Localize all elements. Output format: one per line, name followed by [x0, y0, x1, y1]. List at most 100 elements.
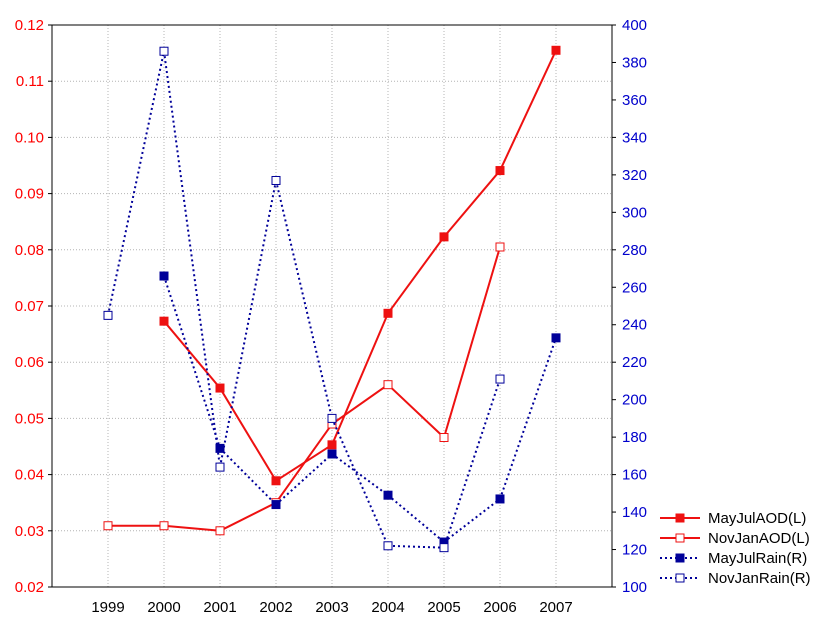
- data-point: [495, 374, 505, 384]
- data-point: [495, 166, 505, 176]
- series-layer: [103, 45, 561, 553]
- right-tick-label: 220: [622, 354, 647, 371]
- legend-label: MayJulRain(R): [708, 550, 807, 567]
- data-point: [103, 310, 113, 320]
- series-line-segment: [443, 498, 501, 543]
- left-tick-label: 0.05: [15, 410, 44, 427]
- series-line-segment: [219, 180, 277, 468]
- data-point: [383, 380, 393, 390]
- data-point: [327, 449, 337, 459]
- right-tick-label: 280: [622, 242, 647, 259]
- right-tick-label: 320: [622, 167, 647, 184]
- series-line-segment: [219, 447, 277, 506]
- data-point: [215, 526, 225, 536]
- left-tick-label: 0.11: [16, 73, 44, 90]
- data-point: [327, 440, 337, 450]
- data-point: [383, 308, 393, 318]
- series-line-segment: [163, 51, 221, 468]
- left-tick-label: 0.10: [15, 129, 44, 146]
- right-tick-label: 400: [622, 17, 647, 34]
- left-tick-label: 0.08: [15, 242, 44, 259]
- right-tick-label: 180: [622, 429, 647, 446]
- data-point: [271, 175, 281, 185]
- left-tick-label: 0.04: [15, 467, 44, 484]
- data-point: [439, 543, 449, 553]
- series-line-segment: [331, 453, 389, 497]
- data-point: [495, 242, 505, 252]
- data-point: [495, 494, 505, 504]
- right-tick-label: 380: [622, 54, 647, 71]
- data-point: [159, 521, 169, 531]
- data-point: [271, 500, 281, 510]
- x-tick-label: 2003: [315, 599, 348, 616]
- legend-marker: [675, 513, 685, 523]
- data-point: [271, 476, 281, 486]
- data-point: [215, 383, 225, 393]
- data-point: [103, 521, 113, 531]
- x-tick-label: 1999: [91, 599, 124, 616]
- data-point: [551, 333, 561, 343]
- series-line-segment: [443, 378, 501, 548]
- right-tick-label: 300: [622, 204, 647, 221]
- data-point: [159, 46, 169, 56]
- legend-marker: [675, 553, 685, 563]
- x-tick-label: 2002: [259, 599, 292, 616]
- legend-item: MayJulAOD(L): [660, 510, 806, 527]
- data-point: [215, 462, 225, 472]
- series-novjanrain-r: [103, 46, 505, 553]
- right-tick-label: 360: [622, 92, 647, 109]
- right-tick-label: 200: [622, 392, 647, 409]
- left-tick-label: 0.12: [15, 17, 44, 34]
- series-line-segment: [387, 383, 445, 439]
- data-point: [327, 413, 337, 423]
- legend-label: NovJanAOD(L): [708, 530, 810, 547]
- right-tick-label: 140: [622, 504, 647, 521]
- series-line-segment: [275, 180, 333, 419]
- series-line-segment: [219, 387, 277, 482]
- series-line-segment: [331, 383, 389, 425]
- right-tick-label: 100: [622, 579, 647, 596]
- series-line-segment: [387, 544, 445, 549]
- data-point: [439, 232, 449, 242]
- data-point: [159, 271, 169, 281]
- legend-item: MayJulRain(R): [660, 550, 807, 567]
- series-line-segment: [163, 275, 221, 449]
- left-tick-label: 0.07: [15, 298, 44, 315]
- series-line-segment: [107, 51, 165, 316]
- data-point: [383, 541, 393, 551]
- series-line-segment: [499, 49, 557, 171]
- left-tick-label: 0.02: [15, 579, 44, 596]
- series-line-segment: [275, 453, 333, 506]
- legend-item: NovJanRain(R): [660, 570, 811, 587]
- series-line-segment: [219, 501, 277, 532]
- legend-marker: [675, 573, 685, 583]
- series-mayjulrain-r: [159, 271, 561, 547]
- x-tick-label: 2000: [147, 599, 180, 616]
- left-tick-label: 0.09: [15, 186, 44, 203]
- x-tick-label: 2005: [427, 599, 460, 616]
- series-line-segment: [331, 417, 389, 547]
- x-tick-label: 2004: [371, 599, 404, 616]
- series-line-segment: [499, 337, 557, 500]
- right-tick-label: 160: [622, 467, 647, 484]
- series-line-segment: [163, 524, 221, 532]
- x-tick-label: 2006: [483, 599, 516, 616]
- legend: MayJulAOD(L) NovJanAOD(L) MayJulRain(R) Nov…: [660, 510, 811, 587]
- legend-item: NovJanAOD(L): [660, 530, 810, 547]
- right-tick-label: 240: [622, 317, 647, 334]
- series-line-segment: [443, 169, 501, 238]
- series-line-segment: [387, 494, 445, 543]
- data-point: [159, 316, 169, 326]
- series-line-segment: [331, 312, 389, 446]
- series-line-segment: [443, 246, 501, 438]
- right-tick-label: 120: [622, 542, 647, 559]
- right-tick-label: 340: [622, 129, 647, 146]
- legend-label: NovJanRain(R): [708, 570, 811, 587]
- left-tick-label: 0.06: [15, 354, 44, 371]
- series-line-segment: [387, 236, 445, 314]
- data-point: [383, 490, 393, 500]
- right-tick-label: 260: [622, 279, 647, 296]
- series-line-segment: [163, 320, 221, 389]
